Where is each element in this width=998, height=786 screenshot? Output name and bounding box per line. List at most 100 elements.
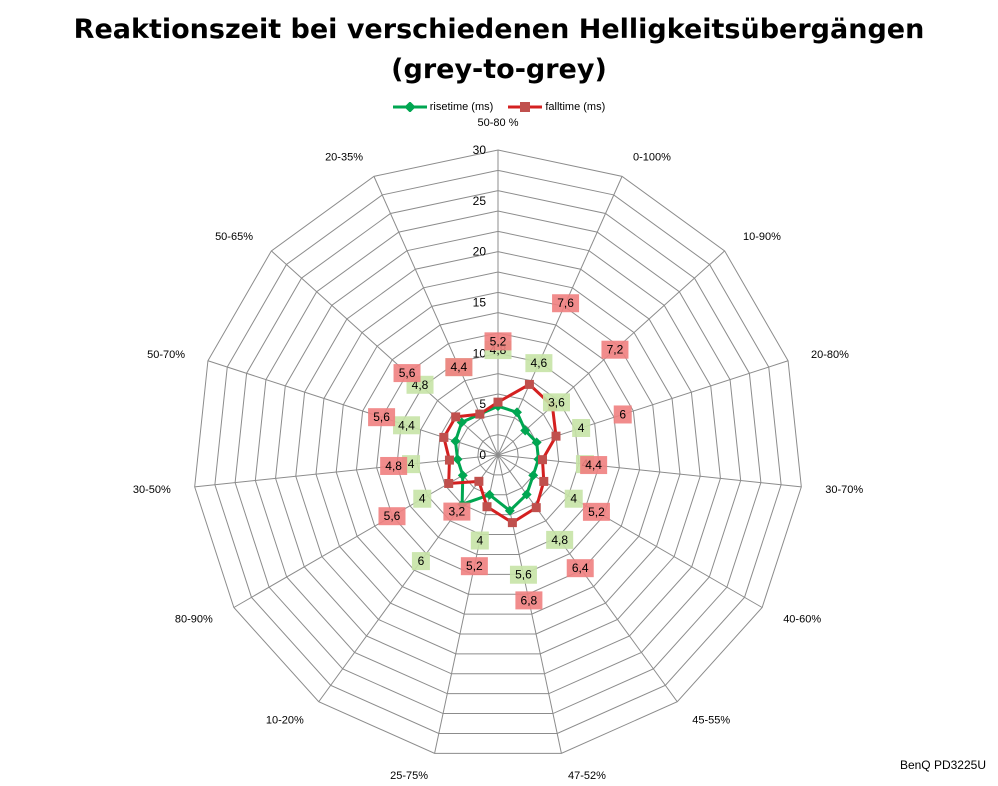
category-label: 80-90%: [175, 614, 213, 626]
falltime-point: [493, 397, 503, 407]
data-label-bg: [393, 416, 421, 435]
category-label: 20-35%: [325, 151, 363, 163]
data-label-bg: [601, 340, 629, 359]
grid-ring: [376, 332, 620, 575]
category-label: 25-75%: [390, 770, 428, 782]
data-label: 5,2: [490, 334, 507, 348]
risetime-point: [484, 489, 495, 500]
data-label-bg: [393, 364, 421, 383]
category-label: 10-20%: [266, 715, 304, 727]
risetime-point: [450, 436, 461, 447]
data-label-bg: [564, 489, 583, 508]
risetime-point: [520, 425, 531, 436]
grid-ring: [214, 169, 782, 734]
grid-spoke: [497, 454, 802, 488]
grid-ring: [335, 291, 661, 615]
falltime-point: [444, 455, 454, 465]
data-label-bg: [470, 531, 489, 550]
data-label: 4,6: [531, 356, 548, 370]
falltime-point: [539, 476, 549, 486]
tick-label: 5: [479, 397, 486, 411]
data-label-bg: [525, 354, 553, 373]
tick-label: 10: [473, 346, 487, 360]
falltime-point: [524, 379, 534, 389]
radar-grid: [194, 149, 802, 754]
category-label: 50-65%: [215, 231, 253, 243]
legend-item-risetime: risetime (ms): [392, 101, 494, 113]
data-label-bg: [413, 489, 432, 508]
chart-title-line-1: Reaktionszeit bei verschiedenen Helligke…: [73, 14, 925, 45]
chart-title: Reaktionszeit bei verschiedenen Helligke…: [0, 10, 998, 90]
legend-risetime-marker: [392, 102, 427, 112]
data-label-bg: [509, 565, 537, 584]
data-label: 4,8: [551, 533, 568, 547]
grid-ring: [194, 149, 802, 754]
risetime-point: [528, 470, 539, 481]
data-label: 5,2: [588, 505, 605, 519]
grid-spoke: [318, 454, 499, 703]
data-label: 6,8: [521, 593, 538, 607]
grid-spoke: [497, 360, 789, 456]
grid-ring: [457, 413, 539, 496]
data-label-bg: [572, 418, 591, 437]
risetime-point: [531, 437, 542, 448]
data-label: 7,2: [607, 343, 624, 357]
tick-label: 0: [479, 448, 486, 462]
falltime-point: [507, 518, 517, 528]
data-label-bg: [613, 405, 632, 424]
data-label: 4,8: [385, 459, 402, 473]
watermark: BenQ PD3225U: [899, 758, 986, 772]
data-label-bg: [552, 294, 580, 313]
data-label: 5,6: [384, 509, 401, 523]
data-label: 4: [578, 421, 585, 435]
falltime-data-labels: 5,2 7,6 7,2 6 4,4 5,2 6,4 6,8 5,2 3,2 5,6 4,8 5,6 5,6…: [368, 294, 632, 610]
falltime-point: [475, 409, 485, 419]
data-label: 5,6: [373, 410, 390, 424]
data-label: 6,4: [572, 561, 589, 575]
data-label: 4,4: [398, 418, 415, 432]
legend-falltime-label: falltime (ms): [545, 101, 606, 113]
grid-ring: [275, 230, 721, 675]
category-label: 50-80 %: [478, 117, 519, 129]
data-label-bg: [460, 557, 488, 576]
risetime-point: [452, 454, 463, 465]
risetime-point: [504, 505, 515, 516]
data-label: 4: [408, 457, 415, 471]
grid-ring: [315, 271, 681, 635]
series-falltime: [439, 379, 561, 528]
data-label-bg: [566, 559, 594, 578]
tick-label: 30: [473, 143, 487, 157]
data-label: 3,6: [548, 395, 565, 409]
category-label: 10-90%: [743, 231, 781, 243]
data-label-bg: [542, 393, 570, 412]
data-label-bg: [582, 502, 610, 521]
falltime-point: [531, 503, 541, 513]
falltime-point: [537, 455, 547, 465]
data-label-bg: [445, 358, 473, 377]
category-label: 30-50%: [133, 484, 171, 496]
chart-legend: risetime (ms) falltime (ms): [0, 101, 998, 115]
data-label-bg: [580, 456, 608, 475]
falltime-point: [451, 412, 461, 422]
data-label-bg: [378, 507, 406, 526]
data-label: 4: [419, 492, 426, 506]
category-label: 0-100%: [633, 151, 671, 163]
risetime-point: [457, 470, 468, 481]
data-label: 4: [476, 534, 483, 548]
legend-risetime-label: risetime (ms): [429, 101, 494, 113]
data-label-bg: [443, 502, 471, 521]
tick-label: 25: [473, 194, 487, 208]
category-label: 50-70%: [147, 349, 185, 361]
category-label: 45-55%: [692, 715, 730, 727]
falltime-point: [482, 502, 492, 512]
falltime-point: [439, 432, 449, 442]
data-label: 5,2: [466, 559, 483, 573]
data-label-bg: [411, 552, 430, 571]
data-label: 3,2: [449, 505, 466, 519]
chart-title-line-2: (grey-to-grey): [391, 54, 607, 85]
data-label: 4: [570, 492, 577, 506]
data-label-bg: [368, 408, 396, 427]
risetime-point: [512, 407, 522, 418]
data-label-bg: [380, 456, 408, 475]
